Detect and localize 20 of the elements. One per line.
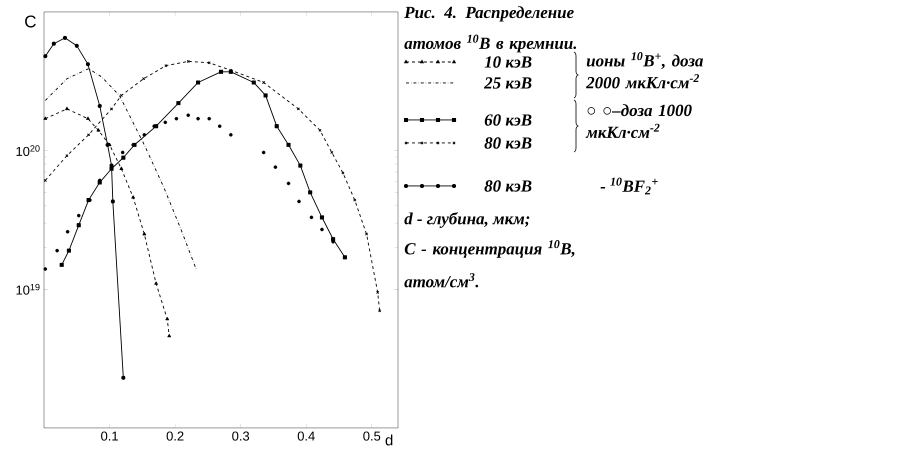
legend-label: 80 кэВ <box>484 137 532 149</box>
legend-label: 10 кэВ <box>484 56 532 68</box>
text: d - глубина, мкм; <box>404 212 530 228</box>
x-tick-label: 0.1 <box>101 431 118 441</box>
text: - $^{10}$BF$_{2}$+ <box>600 178 658 194</box>
legend-label: 25 кэВ <box>484 77 532 89</box>
x-tick-label: 0.5 <box>363 431 380 441</box>
x-axis-title: d <box>386 434 392 446</box>
legend-label: 80 кэВ <box>484 180 532 192</box>
x-tick-label: 0.2 <box>166 431 184 441</box>
legend-label: 60 кэВ <box>484 114 532 126</box>
text: Рис. 4. Распределение атомов $^{10}$B в кремнии. <box>404 6 576 52</box>
y-tick-label: 10$^{20}$ <box>16 145 40 156</box>
text: C - концентрация $^{10}$B, атом/см$^{3}$. <box>404 240 574 288</box>
y-tick-label: 10$^{19}$ <box>16 284 40 295</box>
text: ○ ○–доза 1000 мкКл·см$^{-2}$ <box>586 104 692 138</box>
x-tick-label: 0.4 <box>298 431 315 441</box>
y-axis-title: C <box>25 15 36 28</box>
x-tick-label: 0.3 <box>232 431 250 441</box>
text: ионы $^{10}$B$^{+}$, доза 2000 мкКл·см$^{-2}$ <box>586 52 703 88</box>
